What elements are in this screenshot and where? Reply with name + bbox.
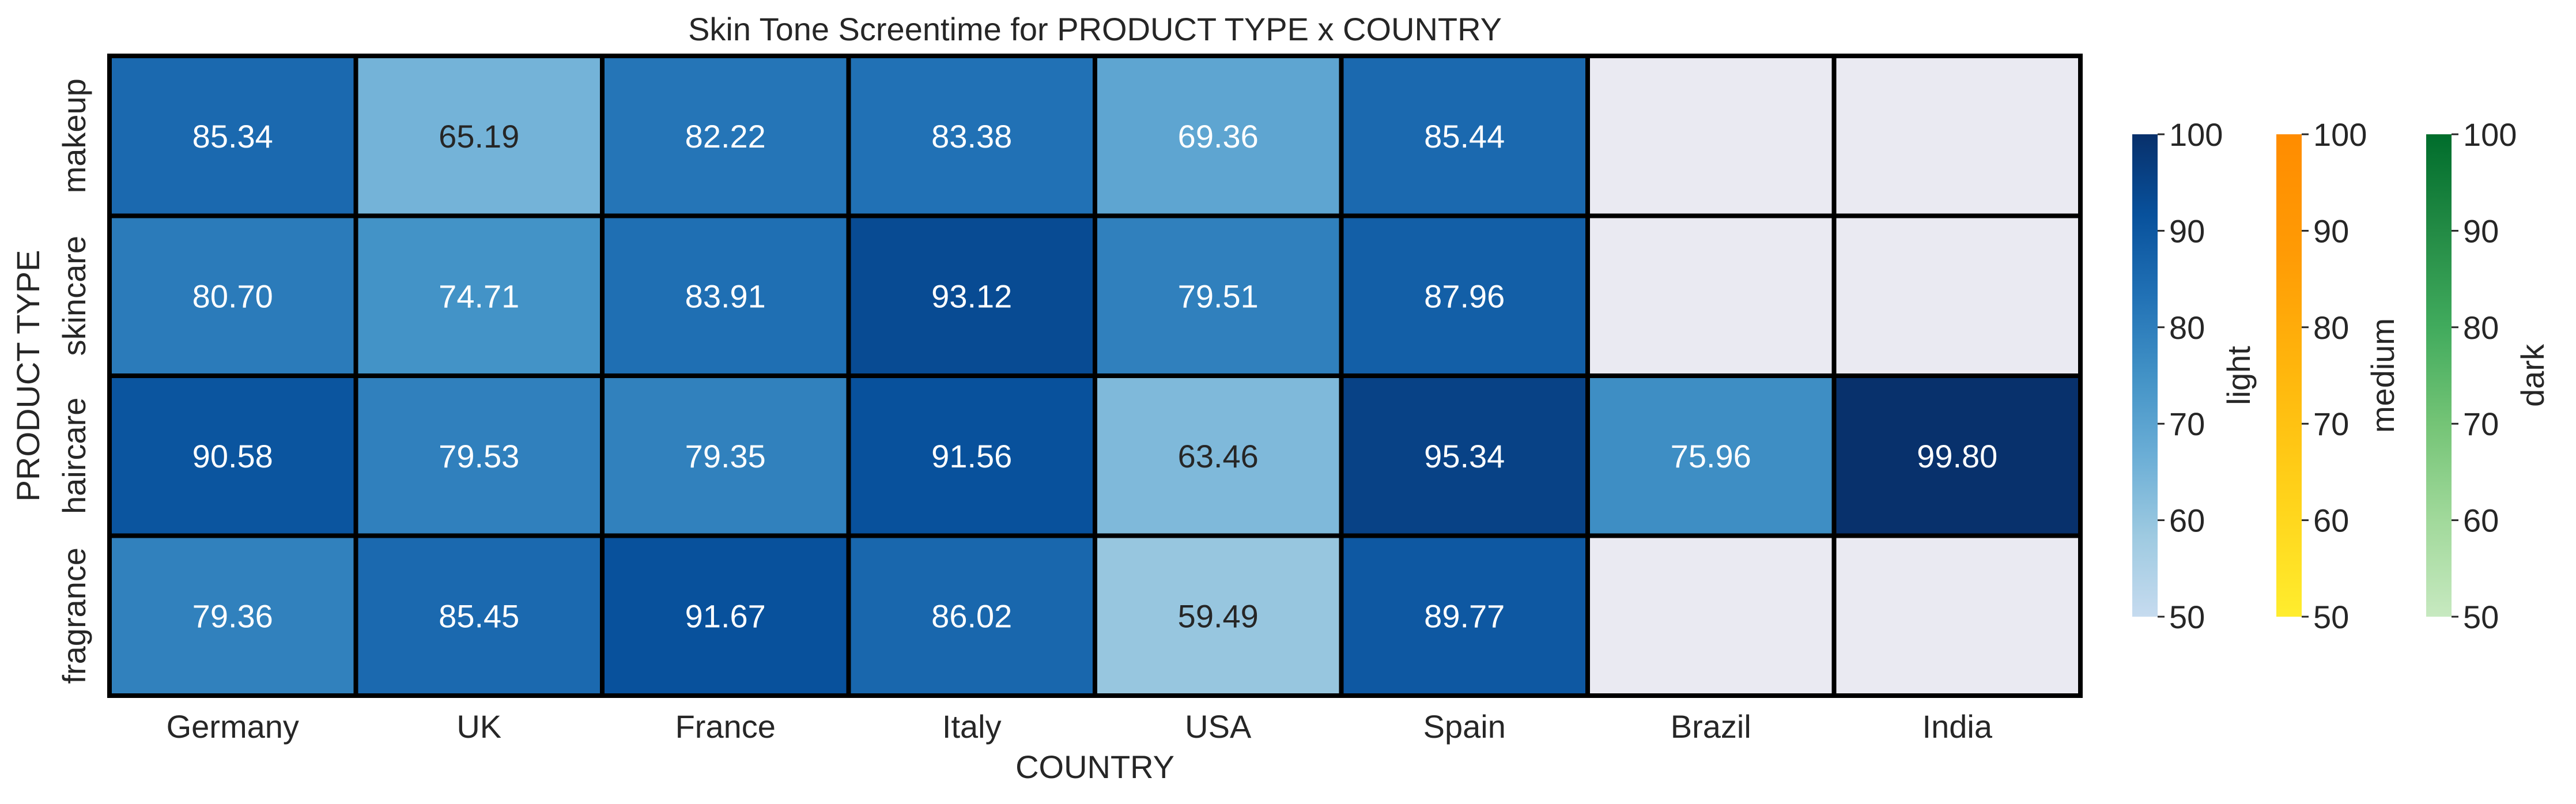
colorbar-tick-label: 50	[2463, 599, 2499, 635]
cell-value-label: 85.34	[192, 118, 273, 154]
cell-value-label: 83.91	[685, 278, 766, 314]
cell-value-label: 93.12	[931, 278, 1012, 314]
heatmap-cells: 85.34 65.19 82.22 83.38 69.36 85.44 80.70 74.71…	[107, 54, 2083, 698]
colorbar-tick-label: 100	[2169, 116, 2223, 153]
cell-value-label: 86.02	[931, 598, 1012, 634]
cell-value-label: 79.36	[192, 598, 273, 634]
colorbar-tick-label: 100	[2313, 116, 2367, 153]
y-tick-label: haircare	[56, 398, 92, 514]
colorbar-dark	[2426, 134, 2452, 617]
y-axis-label: PRODUCT TYPE	[10, 250, 46, 502]
colorbar-tick-label: 70	[2463, 406, 2499, 442]
heatmap-cell	[1831, 54, 2083, 218]
cell-value-label: 79.53	[439, 438, 519, 474]
cell-value-label: 85.44	[1424, 118, 1505, 154]
colorbar-tick-label: 90	[2313, 213, 2349, 249]
colorbar-tick-label: 90	[2169, 213, 2205, 249]
x-axis-label: COUNTRY	[1015, 749, 1174, 785]
x-tick-label: Germany	[167, 708, 299, 745]
colorbar-label: dark	[2514, 344, 2551, 407]
colorbar-tick-label: 70	[2313, 406, 2349, 442]
y-tick-label: fragrance	[56, 548, 92, 684]
colorbar-tick-label: 50	[2169, 599, 2205, 635]
cell-value-label: 89.77	[1424, 598, 1505, 634]
colorbar-tick-label: 60	[2169, 503, 2205, 539]
colorbar-tick-label: 60	[2463, 503, 2499, 539]
cell-value-label: 95.34	[1424, 438, 1505, 474]
colorbar-tick-label: 100	[2463, 116, 2517, 153]
heatmap-cell	[846, 373, 1097, 538]
colorbar-tick-label: 70	[2169, 406, 2205, 442]
heatmap-cell	[1339, 213, 1590, 378]
heatmap-cell	[353, 54, 605, 218]
cell-value-label: 99.80	[1917, 438, 1997, 474]
colorbar-medium	[2276, 134, 2302, 617]
colorbar-tick-label: 80	[2313, 309, 2349, 346]
cell-value-label: 87.96	[1424, 278, 1505, 314]
cell-value-label: 80.70	[192, 278, 273, 314]
chart-title: Skin Tone Screentime for PRODUCT TYPE x …	[688, 11, 1502, 47]
cell-value-label: 79.35	[685, 438, 766, 474]
heatmap-cell	[353, 533, 605, 698]
heatmap-cell	[1339, 373, 1590, 538]
x-tick-label: Spain	[1423, 708, 1506, 745]
cell-value-label: 75.96	[1671, 438, 1751, 474]
heatmap-cell	[1585, 54, 1837, 218]
heatmap-cell	[600, 533, 851, 698]
y-tick-label: makeup	[56, 78, 92, 193]
cell-value-label: 90.58	[192, 438, 273, 474]
colorbar-tick-label: 90	[2463, 213, 2499, 249]
heatmap-cell	[846, 213, 1097, 378]
cell-value-label: 83.38	[931, 118, 1012, 154]
colorbar-tick-label: 50	[2313, 599, 2349, 635]
cell-value-label: 65.19	[439, 118, 519, 154]
x-tick-label: Brazil	[1671, 708, 1751, 745]
cell-value-label: 59.49	[1178, 598, 1259, 634]
x-tick-label: India	[1922, 708, 1993, 745]
x-tick-label: UK	[456, 708, 501, 745]
colorbar-tick-label: 60	[2313, 503, 2349, 539]
heatmap-axis-labels: Germany UK France Italy USA Spain Brazil India m…	[10, 11, 1993, 785]
heatmap-cell	[1831, 533, 2083, 698]
colorbar-label: medium	[2365, 318, 2401, 433]
cell-value-label: 63.46	[1178, 438, 1259, 474]
cell-value-label: 69.36	[1178, 118, 1259, 154]
cell-value-label: 79.51	[1178, 278, 1259, 314]
cell-value-label: 91.67	[685, 598, 766, 634]
colorbar-label: light	[2220, 346, 2257, 405]
heatmap-cell	[353, 373, 605, 538]
heatmap-cell	[1831, 373, 2083, 538]
heatmap-cell	[1585, 213, 1837, 378]
y-tick-label: skincare	[56, 236, 92, 356]
colorbar-tick-label: 80	[2169, 309, 2205, 346]
heatmap-cell	[1585, 533, 1837, 698]
cell-value-label: 85.45	[439, 598, 519, 634]
heatmap-cell	[1093, 373, 1344, 538]
heatmap-cell	[107, 54, 358, 218]
heatmap-cell	[1585, 373, 1837, 538]
x-tick-label: France	[675, 708, 776, 745]
x-tick-label: Italy	[942, 708, 1002, 745]
cell-value-label: 74.71	[439, 278, 519, 314]
heatmap-cell	[107, 533, 358, 698]
heatmap-cell	[1093, 533, 1344, 698]
heatmap-cell	[1339, 54, 1590, 218]
colorbar-light	[2132, 134, 2158, 617]
heatmap-cell	[353, 213, 605, 378]
colorbar-tick-label: 80	[2463, 309, 2499, 346]
heatmap-cell	[1831, 213, 2083, 378]
cell-value-label: 82.22	[685, 118, 766, 154]
cell-value-label: 91.56	[931, 438, 1012, 474]
x-tick-label: USA	[1185, 708, 1252, 745]
heatmap-colorbars: 50 60 70 80 90 100 light 50 60 70 80 90 100 medium 50 6…	[2132, 116, 2551, 635]
